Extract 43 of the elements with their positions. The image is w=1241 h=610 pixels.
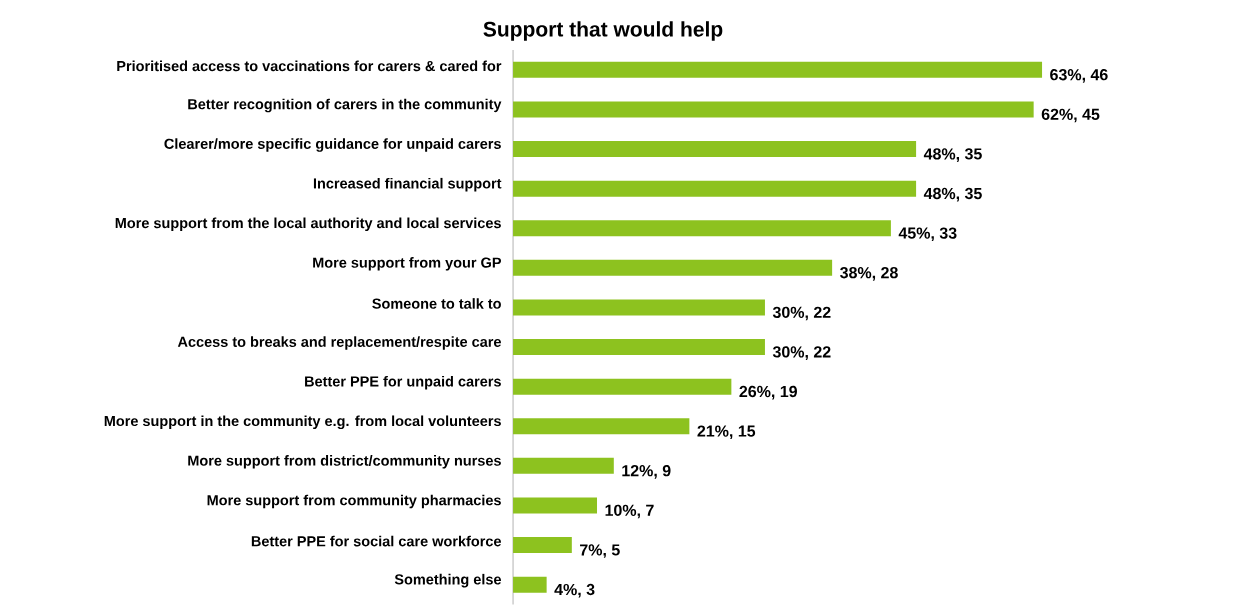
bar bbox=[513, 220, 891, 237]
bar bbox=[513, 497, 598, 514]
data-label: 63%, 46 bbox=[1050, 69, 1108, 83]
bar bbox=[513, 180, 917, 197]
y-tick-label: Someone to talk to bbox=[372, 298, 501, 309]
data-label: 10%, 7 bbox=[605, 504, 654, 519]
data-label: 45%, 33 bbox=[898, 227, 957, 242]
y-tick-label: Better PPE for unpaid carers bbox=[305, 375, 501, 390]
data-label: 4%, 3 bbox=[554, 583, 595, 598]
bar bbox=[513, 418, 690, 435]
data-label: 48%, 35 bbox=[923, 187, 982, 202]
y-tick-label: Better recognition of carers in the community bbox=[188, 98, 502, 113]
bar bbox=[513, 101, 1034, 118]
bar bbox=[513, 576, 547, 593]
bar bbox=[513, 299, 765, 316]
data-label: 38%, 28 bbox=[840, 267, 898, 281]
y-tick-label: Clearer/more specific guidance for unpaid carers bbox=[164, 138, 501, 152]
y-tick-label: More support from community pharmacies bbox=[207, 494, 501, 509]
data-label: 26%, 19 bbox=[739, 385, 797, 400]
y-tick-label: Access to breaks and replacement/respite care bbox=[177, 336, 501, 350]
y-tick-label: Something else bbox=[394, 573, 502, 588]
bar bbox=[513, 378, 732, 395]
data-label: 62%, 45 bbox=[1041, 108, 1100, 123]
bar bbox=[513, 259, 833, 276]
chart-title: Support that would help bbox=[483, 21, 723, 41]
y-tick-label: Prioritised access to vaccinations for carers & cared for bbox=[117, 60, 502, 72]
y-tick-label: More support from the local authority and local services bbox=[115, 217, 501, 232]
y-tick-label: More support from district/community nurses bbox=[188, 455, 501, 469]
bar bbox=[513, 61, 1043, 78]
bar bbox=[513, 537, 572, 554]
y-tick-label: Better PPE for social care workforce bbox=[251, 535, 501, 547]
data-label: 21%, 15 bbox=[697, 425, 756, 440]
y-tick-label: More support from your GP bbox=[313, 257, 502, 271]
bar bbox=[513, 339, 765, 356]
data-label: 48%, 35 bbox=[923, 148, 982, 162]
bar bbox=[513, 141, 917, 158]
y-tick-label: More support in the community e.g. from local volunteers bbox=[104, 415, 501, 430]
data-label: 12%, 9 bbox=[622, 465, 671, 479]
y-tick-label: Increased financial support bbox=[313, 177, 502, 192]
data-label: 30%, 22 bbox=[772, 346, 831, 360]
data-label: 7%, 5 bbox=[580, 544, 620, 558]
bar bbox=[513, 457, 614, 474]
data-label: 30%, 22 bbox=[772, 306, 831, 321]
